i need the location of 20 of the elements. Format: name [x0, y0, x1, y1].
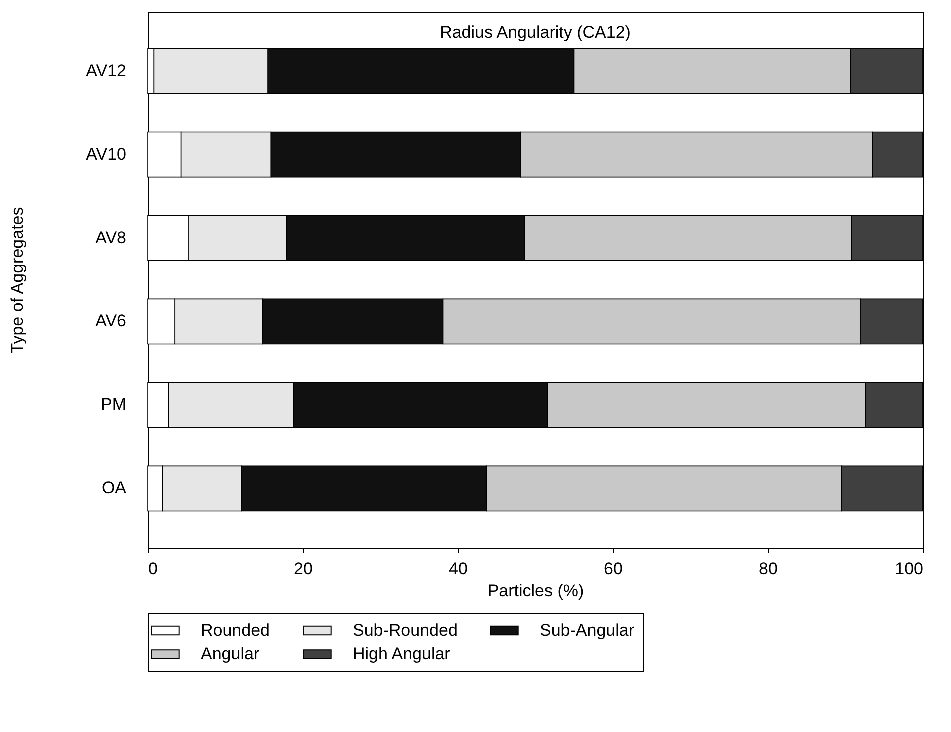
x-tick-label: 20: [294, 560, 313, 578]
y-tick-label: AV6: [96, 312, 126, 331]
y-axis-title: Type of Aggregates: [8, 207, 28, 354]
x-tick-label: 60: [604, 560, 623, 578]
x-axis-title: Particles (%): [488, 582, 584, 600]
legend-label: Rounded: [201, 620, 270, 640]
x-tick-label: 40: [449, 560, 468, 578]
legend-label: Sub-Rounded: [353, 620, 458, 640]
y-tick-label: AV12: [86, 61, 126, 80]
x-tick-label: 100: [895, 560, 924, 578]
legend-label: High Angular: [353, 644, 451, 664]
y-tick-label: AV8: [96, 228, 126, 248]
legend-label: Angular: [201, 644, 260, 664]
text: Radius Angularity (CA12): [440, 23, 631, 42]
legend-label: Sub-Angular: [540, 620, 635, 640]
y-tick-label: AV10: [86, 144, 126, 164]
x-tick-label: 80: [759, 560, 778, 578]
y-tick-label: PM: [101, 395, 126, 414]
x-tick-label: 0: [148, 560, 158, 578]
y-tick-label: OA: [102, 478, 128, 498]
